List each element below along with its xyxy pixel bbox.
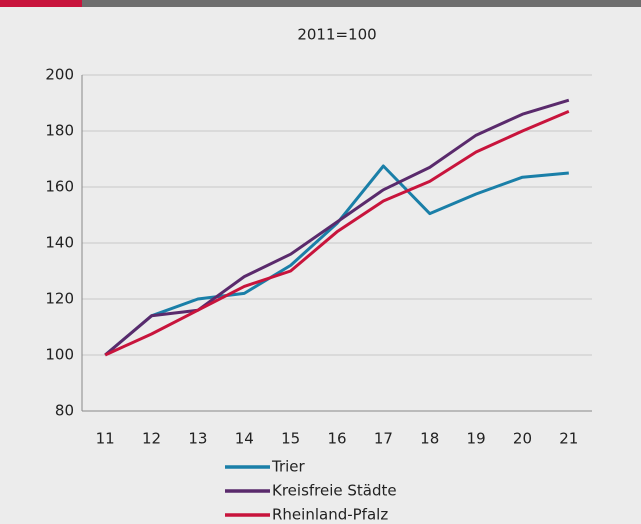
legend-label: Kreisfreie Städte bbox=[272, 482, 397, 500]
x-tick-label: 17 bbox=[374, 430, 393, 448]
y-tick-label: 140 bbox=[45, 234, 74, 252]
top-bar-accent bbox=[0, 0, 82, 7]
y-tick-label: 180 bbox=[45, 122, 74, 140]
x-tick-label: 19 bbox=[467, 430, 486, 448]
series-line bbox=[104, 98, 570, 357]
y-tick-label: 120 bbox=[45, 290, 74, 308]
series-line bbox=[104, 110, 570, 357]
x-tick-label: 12 bbox=[142, 430, 161, 448]
x-tick-label: 13 bbox=[188, 430, 207, 448]
x-tick-label: 21 bbox=[559, 430, 578, 448]
y-tick-label: 160 bbox=[45, 178, 74, 196]
x-tick-label: 11 bbox=[96, 430, 115, 448]
series-line bbox=[104, 164, 569, 357]
top-bar bbox=[0, 0, 641, 7]
y-tick-label: 200 bbox=[45, 66, 74, 84]
y-tick-label: 100 bbox=[45, 346, 74, 364]
x-tick-label: 16 bbox=[327, 430, 346, 448]
y-tick-label: 80 bbox=[55, 402, 74, 420]
x-tick-label: 18 bbox=[420, 430, 439, 448]
x-tick-label: 14 bbox=[235, 430, 254, 448]
legend-label: Trier bbox=[271, 458, 306, 476]
x-tick-label: 20 bbox=[513, 430, 532, 448]
x-tick-label: 15 bbox=[281, 430, 300, 448]
legend-label: Rheinland-Pfalz bbox=[272, 506, 388, 524]
chart-title: 2011=100 bbox=[297, 26, 376, 44]
